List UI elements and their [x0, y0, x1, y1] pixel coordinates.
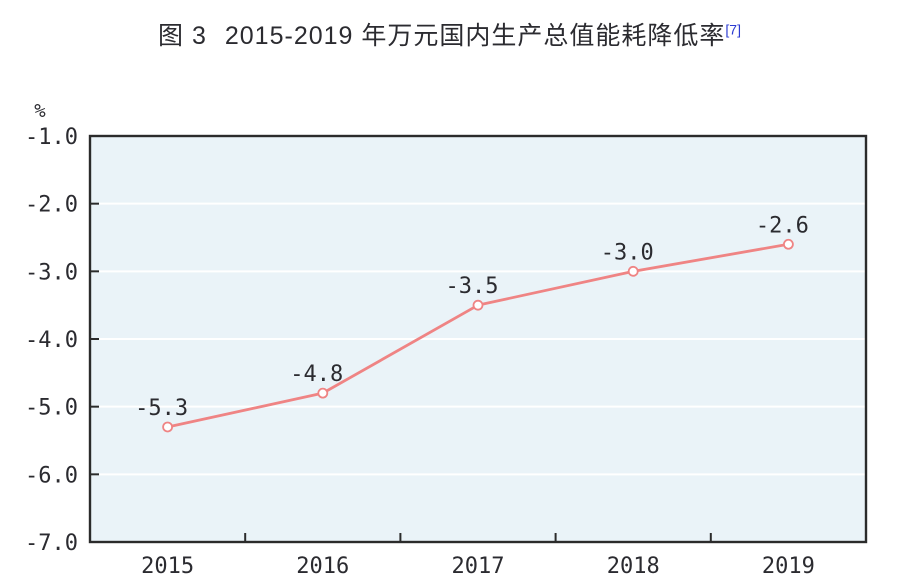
data-point-marker — [627, 265, 639, 277]
y-axis-label: -7.0 — [25, 531, 78, 556]
data-point-label: -3.0 — [601, 240, 654, 265]
y-axis-label: -5.0 — [25, 396, 78, 421]
chart-title-text: 2015-2019 年万元国内生产总值能耗降低率 — [224, 22, 726, 50]
data-point-label: -3.5 — [446, 274, 499, 299]
data-point-marker — [162, 421, 174, 433]
y-axis-label: -1.0 — [25, 125, 78, 150]
data-point-label: -4.8 — [290, 362, 343, 387]
data-point-marker — [472, 299, 484, 311]
x-axis-label: 2019 — [762, 554, 815, 579]
y-axis-unit-label: % — [34, 100, 46, 122]
footnote-reference: [7] — [725, 21, 741, 38]
figure-number-label: 图 3 — [158, 22, 207, 50]
data-point-label: -5.3 — [135, 396, 188, 421]
y-axis-label: -2.0 — [25, 193, 78, 218]
x-axis-label: 2015 — [141, 554, 194, 579]
chart-title: 图 3 2015-2019 年万元国内生产总值能耗降低率[7] — [0, 16, 899, 52]
data-point-marker — [783, 238, 794, 250]
x-axis-label: 2018 — [607, 554, 660, 579]
x-axis-label: 2017 — [452, 554, 505, 579]
data-point-label: -2.6 — [756, 213, 809, 238]
y-axis-label: -6.0 — [25, 463, 78, 488]
data-point-marker — [317, 387, 329, 399]
x-axis-label: 2016 — [296, 554, 349, 579]
y-axis-label: -4.0 — [25, 328, 78, 353]
y-axis-label: -3.0 — [25, 260, 78, 285]
